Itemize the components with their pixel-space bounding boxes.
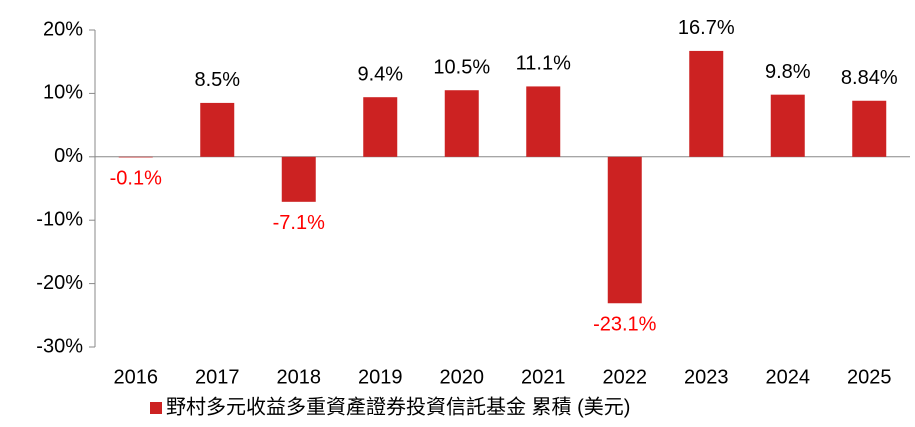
data-label: 8.5% <box>194 69 240 91</box>
bar <box>607 156 642 304</box>
bar <box>200 102 235 157</box>
y-tick-label: -20% <box>36 272 83 294</box>
bar <box>526 86 561 157</box>
bar <box>281 156 316 202</box>
y-tick-label: 0% <box>54 145 83 167</box>
data-label: -0.1% <box>110 168 162 190</box>
x-tick-label: 2022 <box>603 366 648 388</box>
legend-label: 野村多元收益多重資產證券投資信託基金 累積 (美元) <box>166 395 630 418</box>
x-tick-label: 2018 <box>277 366 322 388</box>
data-label: -23.1% <box>593 314 657 336</box>
data-label: 8.84% <box>841 67 898 89</box>
bar <box>444 90 479 157</box>
x-tick-label: 2016 <box>114 366 159 388</box>
data-label: 11.1% <box>516 53 571 75</box>
y-tick-label: 10% <box>43 82 83 104</box>
bar <box>363 97 398 157</box>
data-label: 10.5% <box>433 57 490 79</box>
x-tick-label: 2023 <box>684 366 729 388</box>
bar <box>689 50 724 157</box>
y-tick-label: 20% <box>43 18 83 40</box>
x-tick-label: 2021 <box>521 366 566 388</box>
bar <box>852 100 887 157</box>
x-tick-label: 2019 <box>358 366 403 388</box>
legend-swatch <box>150 402 162 414</box>
data-label: 16.7% <box>678 17 735 39</box>
y-tick-label: -10% <box>36 208 83 230</box>
data-label: -7.1% <box>273 212 325 234</box>
y-tick-label: -30% <box>36 335 83 357</box>
x-tick-label: 2020 <box>440 366 485 388</box>
x-tick-label: 2025 <box>847 366 892 388</box>
x-tick-label: 2017 <box>195 366 240 388</box>
x-tick-label: 2024 <box>766 366 811 388</box>
bar <box>118 156 153 158</box>
data-label: 9.8% <box>765 61 811 83</box>
data-label: 9.4% <box>357 63 403 85</box>
bar <box>770 94 805 157</box>
